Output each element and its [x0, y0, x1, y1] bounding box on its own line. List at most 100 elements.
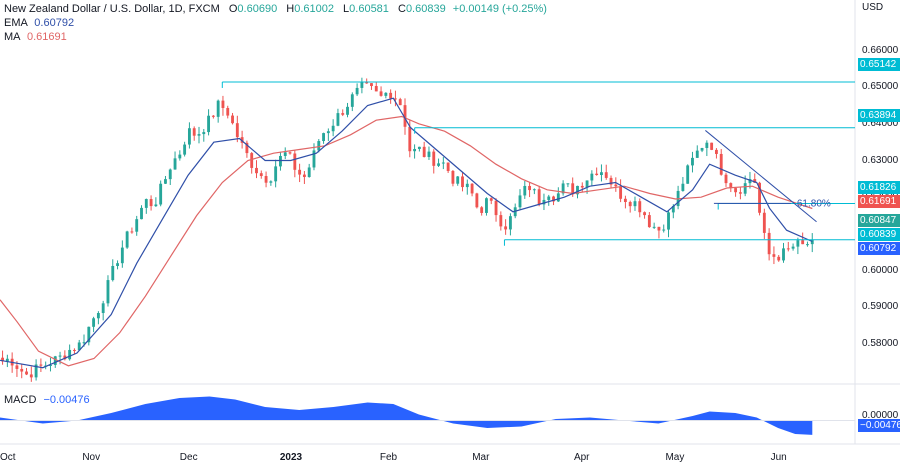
symbol-legend: New Zealand Dollar / U.S. Dollar, 1D, FX… — [4, 2, 547, 16]
candle-body — [39, 364, 43, 366]
candle-body — [738, 192, 742, 194]
high-value: 0.61002 — [294, 3, 334, 15]
candle-body — [341, 113, 345, 115]
candle-body — [77, 342, 81, 351]
candle-body — [671, 206, 675, 213]
candle-body — [374, 86, 378, 92]
ema-value: 0.60792 — [34, 17, 75, 29]
candle-body — [461, 176, 464, 188]
candle-body — [140, 207, 143, 220]
price-tick-label: 0.65000 — [862, 81, 899, 93]
candle-body — [226, 107, 230, 116]
candle-body — [451, 170, 455, 184]
ema-line — [0, 97, 813, 369]
open-value: 0.60690 — [237, 3, 278, 15]
candle-body — [192, 128, 196, 136]
symbol-name: New Zealand Dollar / U.S. Dollar, 1D, FX… — [4, 3, 220, 15]
candle-body — [207, 115, 211, 133]
candle-body — [552, 196, 555, 202]
candle-body — [5, 358, 9, 362]
candle-body — [667, 212, 670, 230]
candle-body — [34, 364, 38, 378]
ema-legend: EMA 0.60792 — [4, 16, 74, 30]
ma-legend: MA 0.61691 — [4, 30, 67, 44]
candle-body — [183, 144, 187, 155]
ma-line — [0, 115, 813, 367]
candle-body — [580, 185, 584, 188]
candle-body — [432, 151, 436, 166]
candle-body — [480, 207, 484, 213]
candle-body — [810, 239, 814, 245]
candle-body — [154, 204, 158, 207]
candle-body — [576, 185, 579, 195]
candle-body — [53, 356, 57, 365]
candle-body — [255, 167, 258, 174]
candle-body — [590, 173, 594, 181]
open-label: O — [228, 3, 238, 15]
ema-label: EMA — [4, 17, 28, 29]
candle-body — [302, 174, 306, 178]
candle-body — [604, 172, 608, 178]
price-tick-label: 0.64000 — [862, 117, 899, 129]
candle-body — [259, 173, 263, 177]
time-tick-label: Apr — [573, 452, 590, 463]
candle-body — [528, 185, 532, 191]
ma-label: MA — [4, 31, 20, 43]
candle-body — [92, 318, 96, 327]
time-tick-label: Feb — [379, 452, 398, 463]
candle-body — [187, 128, 191, 145]
close-label: C — [397, 3, 406, 15]
candle-body — [719, 153, 723, 175]
candle-body — [796, 240, 800, 247]
candle-body — [274, 166, 278, 182]
candle-body — [322, 133, 325, 142]
candle-body — [365, 82, 369, 84]
candle-body — [312, 150, 316, 168]
time-tick-label: Dec — [179, 452, 198, 463]
candle-body — [758, 182, 761, 213]
candle-body — [782, 248, 785, 261]
candle-body — [595, 173, 599, 176]
candle-body — [547, 196, 551, 200]
candle-body — [96, 313, 100, 319]
candle-body — [791, 246, 795, 249]
candle-body — [695, 150, 699, 158]
candle-body — [456, 176, 460, 184]
candle-body — [633, 201, 637, 207]
candle-body — [729, 183, 733, 189]
time-tick-label: May — [665, 452, 685, 463]
candle-body — [743, 183, 747, 194]
candle-body — [767, 232, 771, 255]
candle-body — [360, 82, 364, 88]
candle-body — [734, 188, 738, 193]
candle-body — [715, 149, 718, 154]
macd-value-tag: −0.00476 — [858, 419, 900, 432]
candle-body — [475, 193, 479, 208]
candle-body — [326, 131, 330, 134]
candle-body — [389, 92, 393, 99]
candle-body — [298, 169, 302, 175]
candle-body — [355, 87, 359, 95]
candle-body — [504, 226, 508, 230]
price-tick-label: 0.58000 — [862, 337, 899, 349]
candle-body — [556, 193, 560, 202]
close-value: 0.60839 — [405, 3, 446, 15]
candle-body — [710, 142, 714, 150]
candle-body — [331, 125, 335, 132]
candle-body — [173, 158, 177, 170]
candle-body — [264, 176, 268, 183]
candle-body — [571, 183, 575, 195]
candle-body — [441, 162, 445, 164]
candle-body — [336, 113, 340, 126]
macd-label: MACD — [4, 394, 37, 406]
candle-body — [394, 98, 397, 100]
candle-body — [691, 157, 694, 166]
candle-body — [762, 212, 766, 233]
candle-body — [777, 256, 781, 261]
candle-body — [116, 263, 119, 266]
candle-body — [652, 226, 656, 228]
candle-body — [168, 169, 172, 180]
candle-body — [427, 151, 431, 157]
macd-value: −0.00476 — [43, 394, 90, 406]
